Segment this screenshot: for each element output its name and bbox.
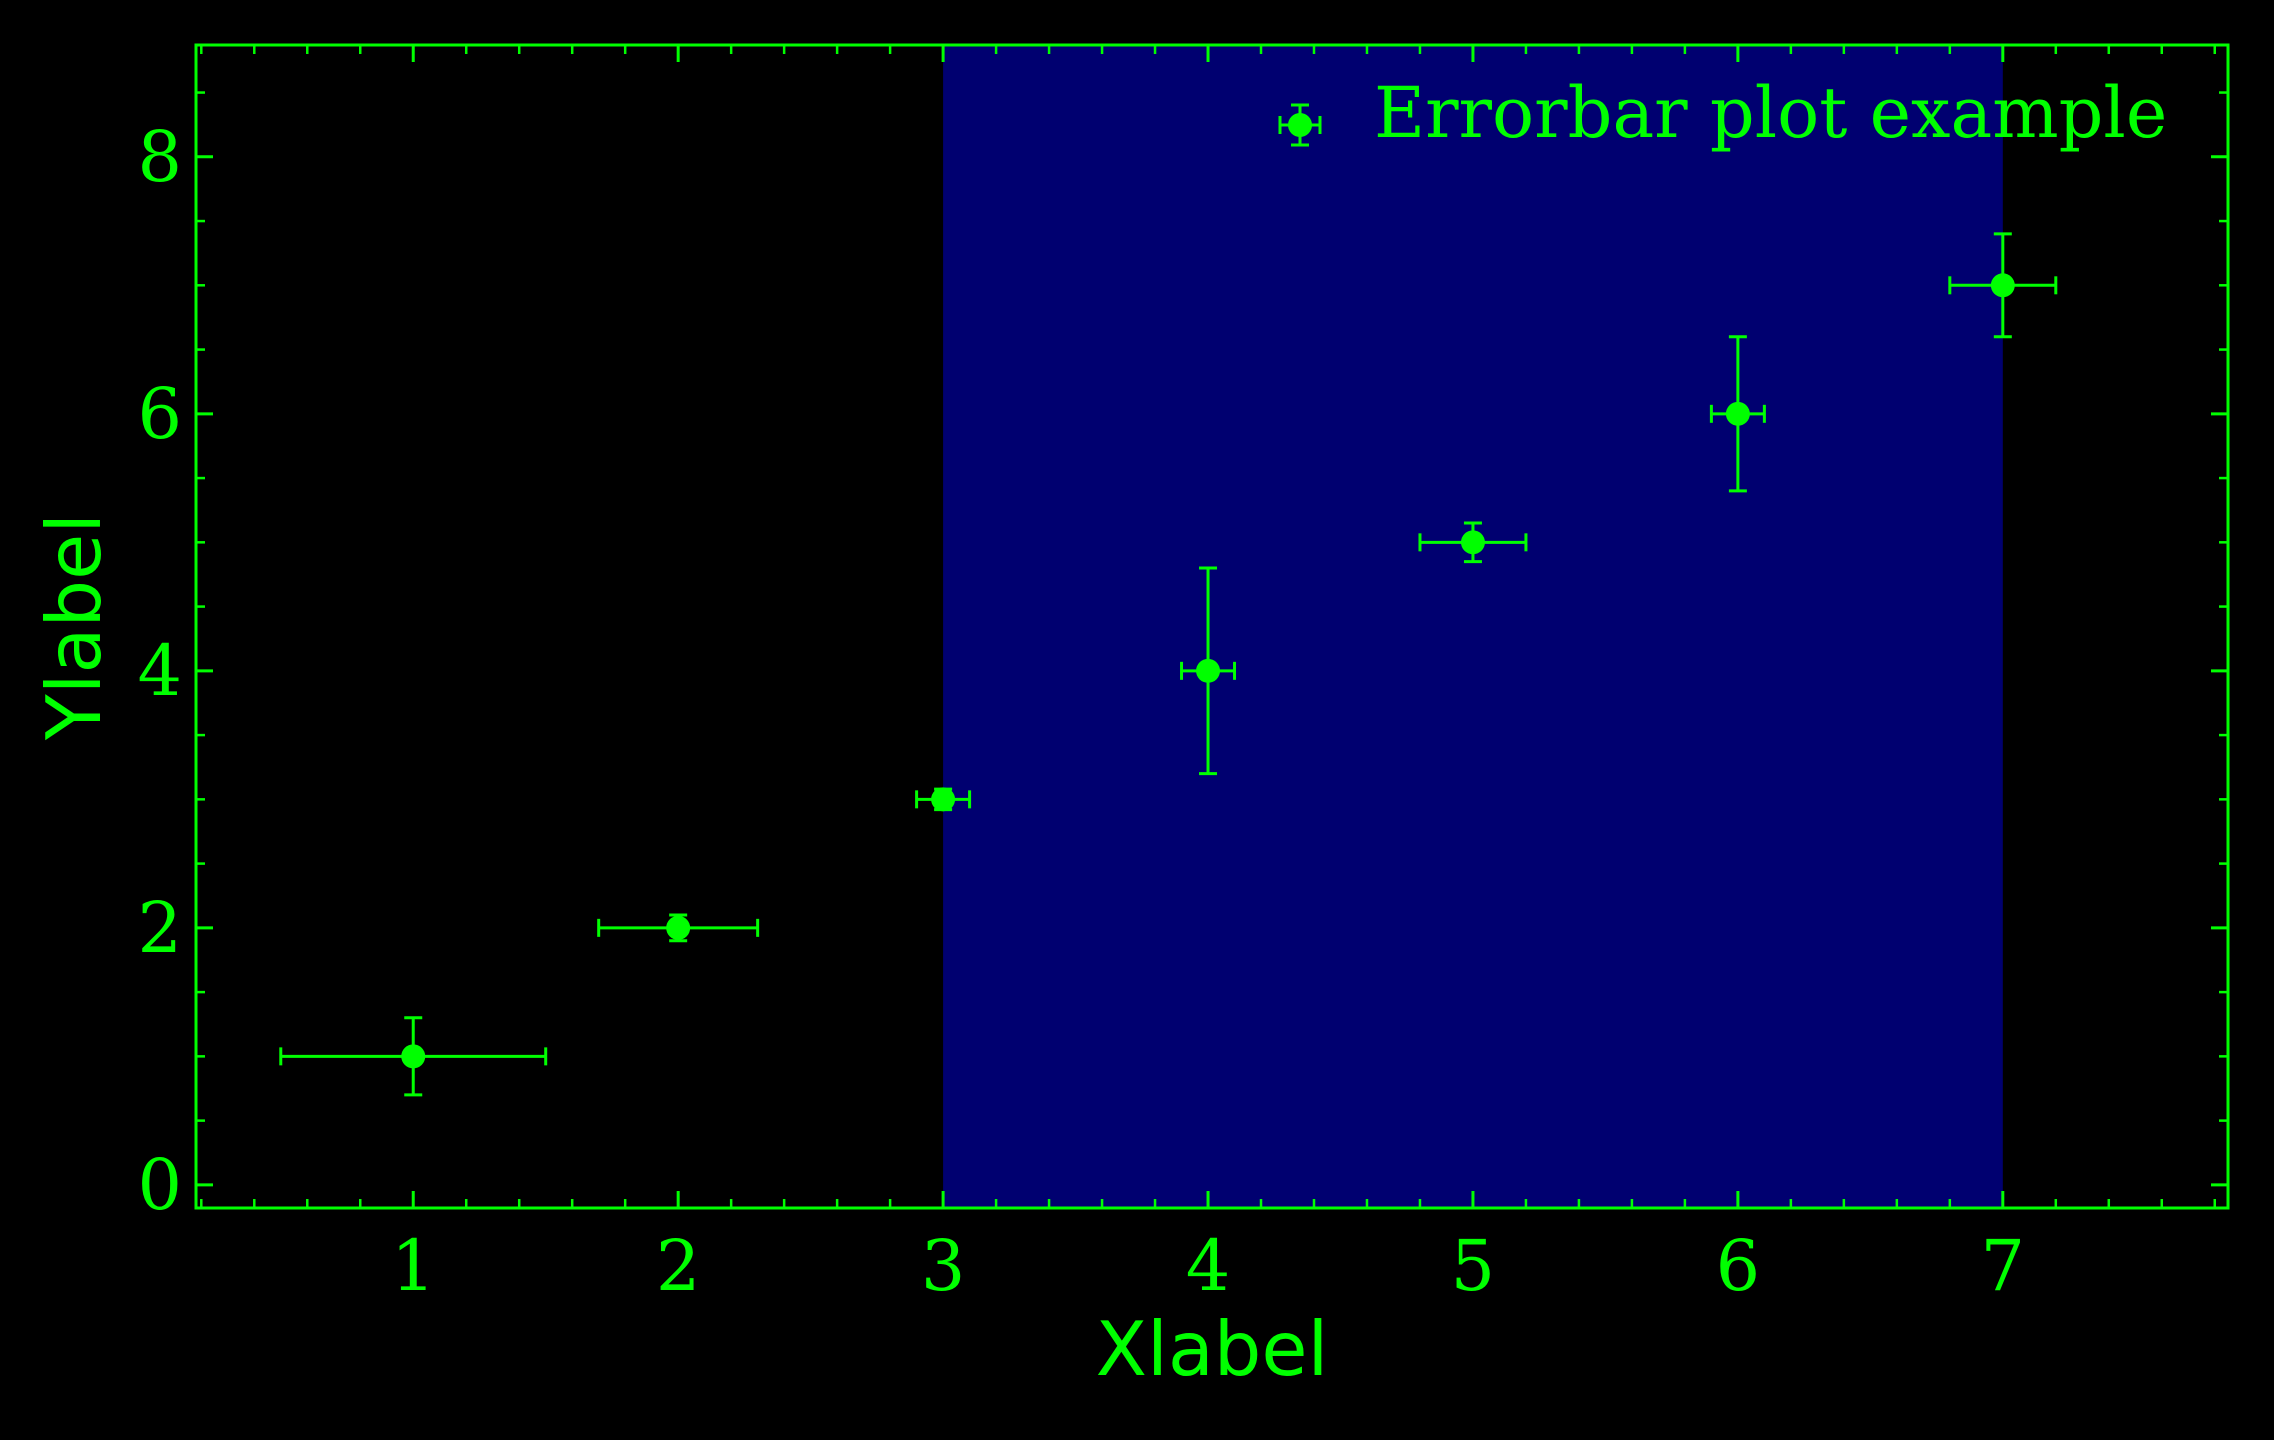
legend: Errorbar plot example xyxy=(1278,72,2167,154)
legend-dot xyxy=(1288,113,1312,137)
y-tick-label: 4 xyxy=(137,630,182,712)
data-point xyxy=(1180,566,1237,776)
x-tick-label: 2 xyxy=(656,1225,701,1307)
axes-frame xyxy=(194,43,2230,1210)
data-point xyxy=(597,913,760,943)
data-marker xyxy=(931,787,956,812)
x-tick-label: 4 xyxy=(1186,1225,1231,1307)
y-tick-label: 8 xyxy=(137,116,182,198)
data-marker xyxy=(401,1044,426,1069)
x-tick-label: 1 xyxy=(391,1225,436,1307)
y-tick-label: 6 xyxy=(137,373,182,455)
legend-label: Errorbar plot example xyxy=(1374,72,2167,154)
data-point xyxy=(1709,335,1766,493)
tick-labels: 1 2 3 4 5 6 7 0 2 4 6 8 xyxy=(137,116,2025,1307)
y-tick-label: 2 xyxy=(137,887,182,969)
highlight-band-layer xyxy=(943,45,2003,1208)
x-tick-label: 7 xyxy=(1981,1225,2026,1307)
data-point xyxy=(1948,232,2058,339)
x-tick-label: 3 xyxy=(921,1225,966,1307)
legend-marker xyxy=(1278,103,1322,147)
data-marker xyxy=(1460,530,1485,555)
data-point xyxy=(279,1016,548,1097)
data-marker xyxy=(666,915,691,940)
data-marker xyxy=(1990,273,2015,298)
y-axis-label: Ylabel xyxy=(30,513,118,741)
data-marker xyxy=(1196,658,1221,683)
data-marker xyxy=(1725,401,1750,426)
data-point xyxy=(1418,521,1528,564)
data-series xyxy=(279,232,2058,1097)
x-tick-label: 5 xyxy=(1451,1225,1496,1307)
x-tick-label: 6 xyxy=(1716,1225,1761,1307)
data-point xyxy=(915,787,972,812)
x-axis-label: Xlabel xyxy=(1096,1305,1329,1393)
highlight-band xyxy=(943,45,2003,1208)
y-tick-label: 0 xyxy=(137,1144,182,1226)
